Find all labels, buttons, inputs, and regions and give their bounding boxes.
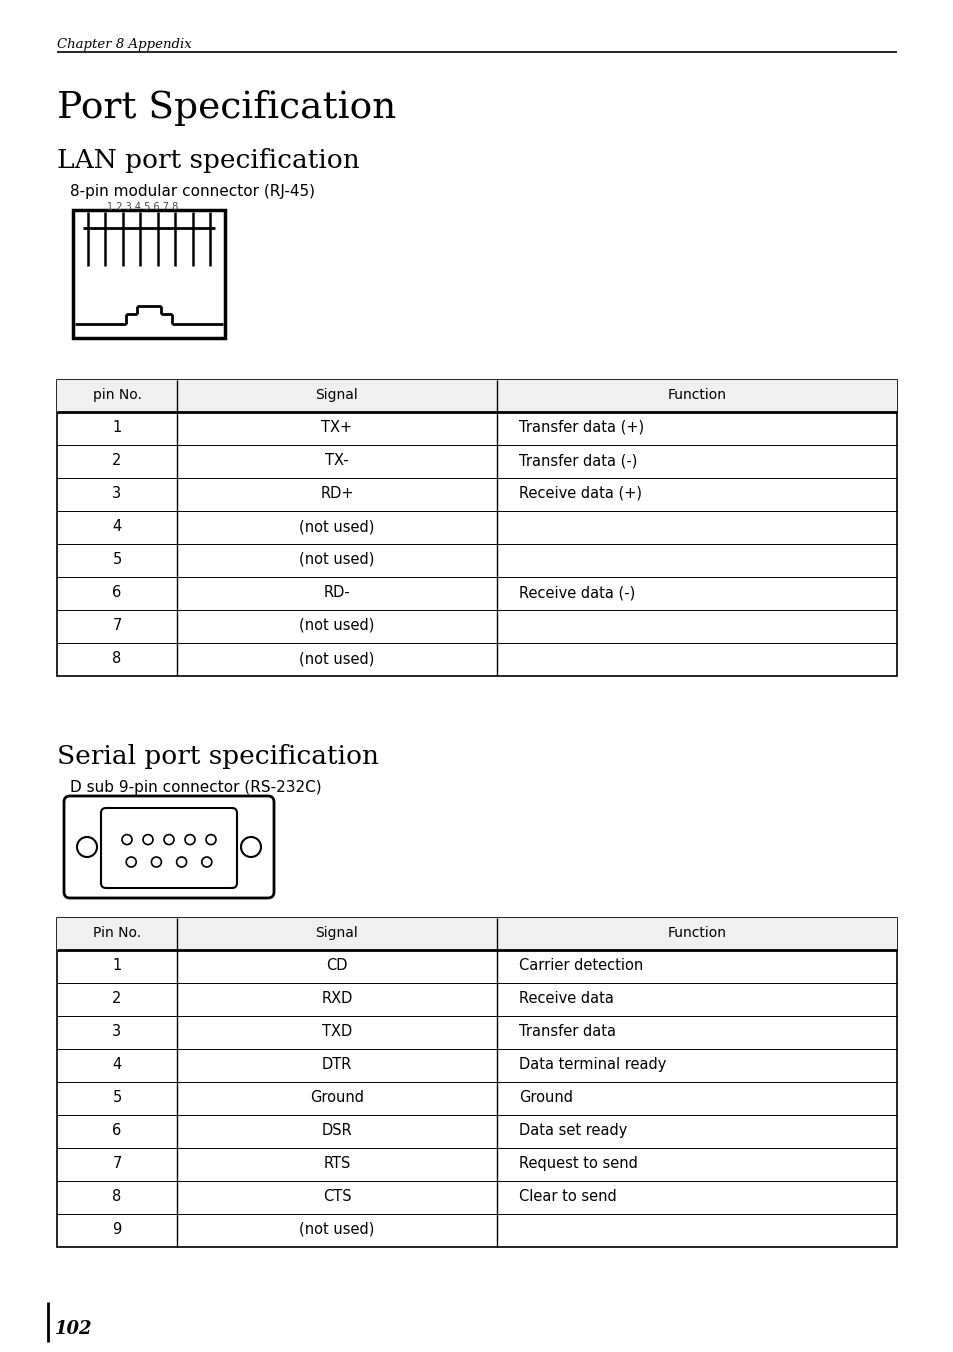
Text: Port Specification: Port Specification [57, 91, 395, 126]
Text: 7: 7 [112, 618, 122, 633]
Text: D sub 9-pin connector (RS-232C): D sub 9-pin connector (RS-232C) [70, 780, 321, 795]
Text: 8-pin modular connector (RJ-45): 8-pin modular connector (RJ-45) [70, 184, 314, 199]
Text: pin No.: pin No. [92, 388, 141, 402]
Text: DTR: DTR [321, 1057, 352, 1072]
Text: 2: 2 [112, 991, 122, 1006]
Text: Transfer data: Transfer data [518, 1023, 616, 1038]
Text: (not used): (not used) [299, 1222, 375, 1237]
Text: (not used): (not used) [299, 652, 375, 667]
Text: Receive data (-): Receive data (-) [518, 585, 635, 600]
Text: Data set ready: Data set ready [518, 1124, 627, 1138]
Text: Ground: Ground [518, 1090, 573, 1105]
Text: Carrier detection: Carrier detection [518, 959, 642, 973]
Text: TXD: TXD [321, 1023, 352, 1038]
Text: 8: 8 [112, 652, 121, 667]
Text: 1: 1 [112, 420, 121, 435]
Text: RTS: RTS [323, 1156, 351, 1171]
Text: (not used): (not used) [299, 552, 375, 566]
Text: 8: 8 [112, 1188, 121, 1205]
Text: Signal: Signal [315, 388, 358, 402]
Text: Serial port specification: Serial port specification [57, 744, 378, 769]
Text: Chapter 8 Appendix: Chapter 8 Appendix [57, 38, 192, 51]
Text: 102: 102 [55, 1320, 92, 1338]
Text: 9: 9 [112, 1222, 121, 1237]
Text: Receive data (+): Receive data (+) [518, 485, 641, 502]
Text: Signal: Signal [315, 926, 358, 940]
Text: 1: 1 [112, 959, 121, 973]
Text: 3: 3 [112, 1023, 121, 1038]
Text: (not used): (not used) [299, 618, 375, 633]
Text: TX+: TX+ [321, 420, 353, 435]
Bar [57, 918, 896, 950]
Text: Pin No.: Pin No. [92, 926, 141, 940]
Text: Function: Function [667, 926, 726, 940]
Text: 4: 4 [112, 519, 121, 534]
Text: Receive data: Receive data [518, 991, 613, 1006]
Text: Request to send: Request to send [518, 1156, 638, 1171]
Text: 6: 6 [112, 585, 121, 600]
Text: RD-: RD- [323, 585, 350, 600]
Bar [57, 918, 896, 1247]
Text: 1 2 3 4 5 6 7 8: 1 2 3 4 5 6 7 8 [107, 201, 178, 212]
Text: DSR: DSR [321, 1124, 352, 1138]
Bar [73, 210, 225, 338]
Text: Transfer data (-): Transfer data (-) [518, 453, 637, 468]
Text: 5: 5 [112, 552, 121, 566]
Text: 6: 6 [112, 1124, 121, 1138]
Text: Function: Function [667, 388, 726, 402]
Bar [57, 380, 896, 412]
Text: 4: 4 [112, 1057, 121, 1072]
Text: 7: 7 [112, 1156, 122, 1171]
Text: Clear to send: Clear to send [518, 1188, 616, 1205]
Text: RXD: RXD [321, 991, 353, 1006]
Text: CD: CD [326, 959, 348, 973]
Text: Data terminal ready: Data terminal ready [518, 1057, 666, 1072]
Text: Transfer data (+): Transfer data (+) [518, 420, 643, 435]
Bar [57, 380, 896, 676]
Text: Ground: Ground [310, 1090, 364, 1105]
Text: 5: 5 [112, 1090, 121, 1105]
Text: 3: 3 [112, 485, 121, 502]
Text: RD+: RD+ [320, 485, 354, 502]
Text: 2: 2 [112, 453, 122, 468]
Text: (not used): (not used) [299, 519, 375, 534]
Text: LAN port specification: LAN port specification [57, 147, 359, 173]
Text: TX-: TX- [325, 453, 349, 468]
Text: CTS: CTS [322, 1188, 351, 1205]
